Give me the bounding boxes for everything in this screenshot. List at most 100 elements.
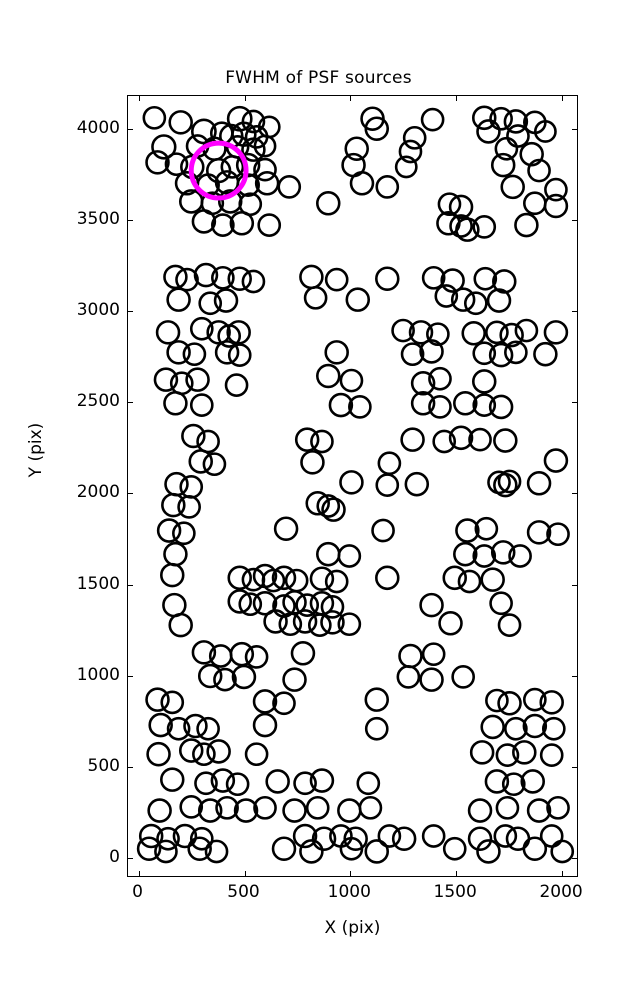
psf-source-circle	[474, 516, 499, 541]
psf-source-circle	[153, 367, 179, 392]
psf-source-circle	[316, 190, 341, 216]
psf-source-circle	[495, 795, 520, 820]
psf-source-circle	[421, 824, 446, 848]
psf-source-circle	[472, 544, 497, 568]
psf-source-circle	[526, 470, 552, 496]
scatter-circles	[136, 105, 575, 864]
psf-source-circle	[523, 191, 547, 216]
psf-source-circle	[448, 425, 474, 451]
psf-source-circle	[506, 124, 530, 148]
highlighted-source-circle[interactable]	[188, 140, 249, 201]
psf-source-circle	[194, 771, 218, 796]
psf-source-circle	[492, 269, 517, 294]
y-tick-mark	[572, 402, 577, 404]
psf-source-circle	[204, 839, 229, 864]
psf-source-circle	[400, 342, 425, 367]
psf-source-circle	[476, 119, 501, 144]
psf-source-circle	[486, 288, 512, 313]
psf-source-circle	[426, 322, 450, 347]
psf-source-circle	[442, 836, 467, 861]
psf-source-circle	[320, 595, 345, 619]
psf-source-circle	[533, 341, 558, 367]
psf-source-circle	[339, 470, 364, 495]
y-tick-label: 2000	[76, 482, 120, 503]
psf-source-circle	[501, 772, 526, 797]
x-tick-mark	[562, 96, 564, 101]
psf-source-circle	[233, 798, 259, 823]
psf-source-circle	[160, 767, 185, 792]
psf-source-circle	[220, 155, 245, 179]
psf-source-circle	[235, 152, 261, 178]
x-tick-mark	[456, 96, 458, 101]
psf-source-circle	[434, 284, 459, 308]
psf-source-circle	[271, 565, 297, 591]
psf-source-circle	[404, 471, 430, 497]
psf-source-circle	[156, 518, 182, 543]
psf-source-circle	[213, 288, 239, 313]
psf-source-circle	[188, 449, 213, 474]
y-axis-tick-labels: 0 500 1000 1500 2000 2500 3000 3500 4000	[52, 95, 120, 877]
psf-source-circle	[328, 392, 354, 418]
psf-source-circle	[391, 826, 417, 852]
psf-source-circle	[493, 824, 518, 848]
psf-source-circle	[172, 521, 196, 546]
psf-source-circle	[282, 798, 307, 823]
psf-source-circle	[229, 641, 255, 667]
psf-source-circle	[197, 798, 223, 823]
psf-source-circle	[273, 516, 299, 542]
psf-source-circle	[252, 590, 278, 616]
psf-source-circle	[284, 568, 309, 593]
psf-source-circle	[469, 740, 495, 765]
x-tick-mark	[562, 871, 564, 876]
psf-source-circle	[146, 741, 171, 767]
psf-source-circle	[453, 541, 478, 567]
psf-source-circle	[303, 285, 328, 310]
y-tick-label: 0	[109, 846, 120, 867]
y-tick-label: 500	[87, 755, 120, 776]
psf-source-circle	[499, 322, 524, 348]
psf-source-circle	[253, 134, 277, 158]
psf-source-circle	[138, 823, 164, 849]
psf-source-circle	[337, 612, 362, 637]
psf-source-circle	[151, 134, 177, 160]
y-tick-mark	[128, 857, 133, 859]
psf-source-circle	[472, 341, 497, 366]
psf-source-circle	[294, 427, 320, 452]
psf-source-circle	[377, 824, 402, 848]
psf-source-circle	[241, 137, 266, 162]
psf-source-circle	[398, 139, 423, 164]
psf-source-circle	[227, 266, 252, 292]
psf-source-circle	[147, 798, 172, 823]
psf-source-circle	[440, 268, 465, 293]
psf-source-circle	[348, 395, 372, 419]
psf-source-circle	[485, 320, 509, 345]
psf-source-circle	[156, 826, 180, 851]
psf-source-circle	[463, 291, 488, 316]
psf-source-circle	[299, 839, 324, 864]
psf-source-circle	[467, 826, 493, 852]
psf-source-circle	[375, 175, 400, 199]
psf-source-circle	[364, 116, 389, 142]
y-tick-mark	[128, 766, 133, 768]
psf-source-circle	[428, 366, 452, 391]
y-tick-mark	[572, 857, 577, 859]
psf-source-circle	[345, 287, 371, 312]
psf-source-circle	[257, 213, 282, 237]
psf-source-circle	[490, 540, 516, 565]
y-tick-label: 2500	[76, 391, 120, 412]
psf-source-circle	[241, 269, 266, 294]
psf-source-circle	[277, 175, 302, 199]
psf-source-circle	[546, 522, 570, 547]
psf-source-circle	[181, 423, 206, 449]
psf-source-circle	[450, 287, 476, 312]
psf-source-circle	[211, 213, 235, 237]
psf-source-circle	[533, 120, 557, 143]
psf-source-circle	[238, 592, 263, 617]
psf-source-circle	[504, 716, 528, 741]
psf-source-circle	[166, 287, 191, 312]
psf-source-circle	[364, 716, 389, 741]
psf-source-circle	[489, 591, 513, 616]
y-tick-mark	[572, 766, 577, 768]
x-tick-mark	[138, 871, 140, 876]
psf-source-circle	[179, 795, 204, 819]
